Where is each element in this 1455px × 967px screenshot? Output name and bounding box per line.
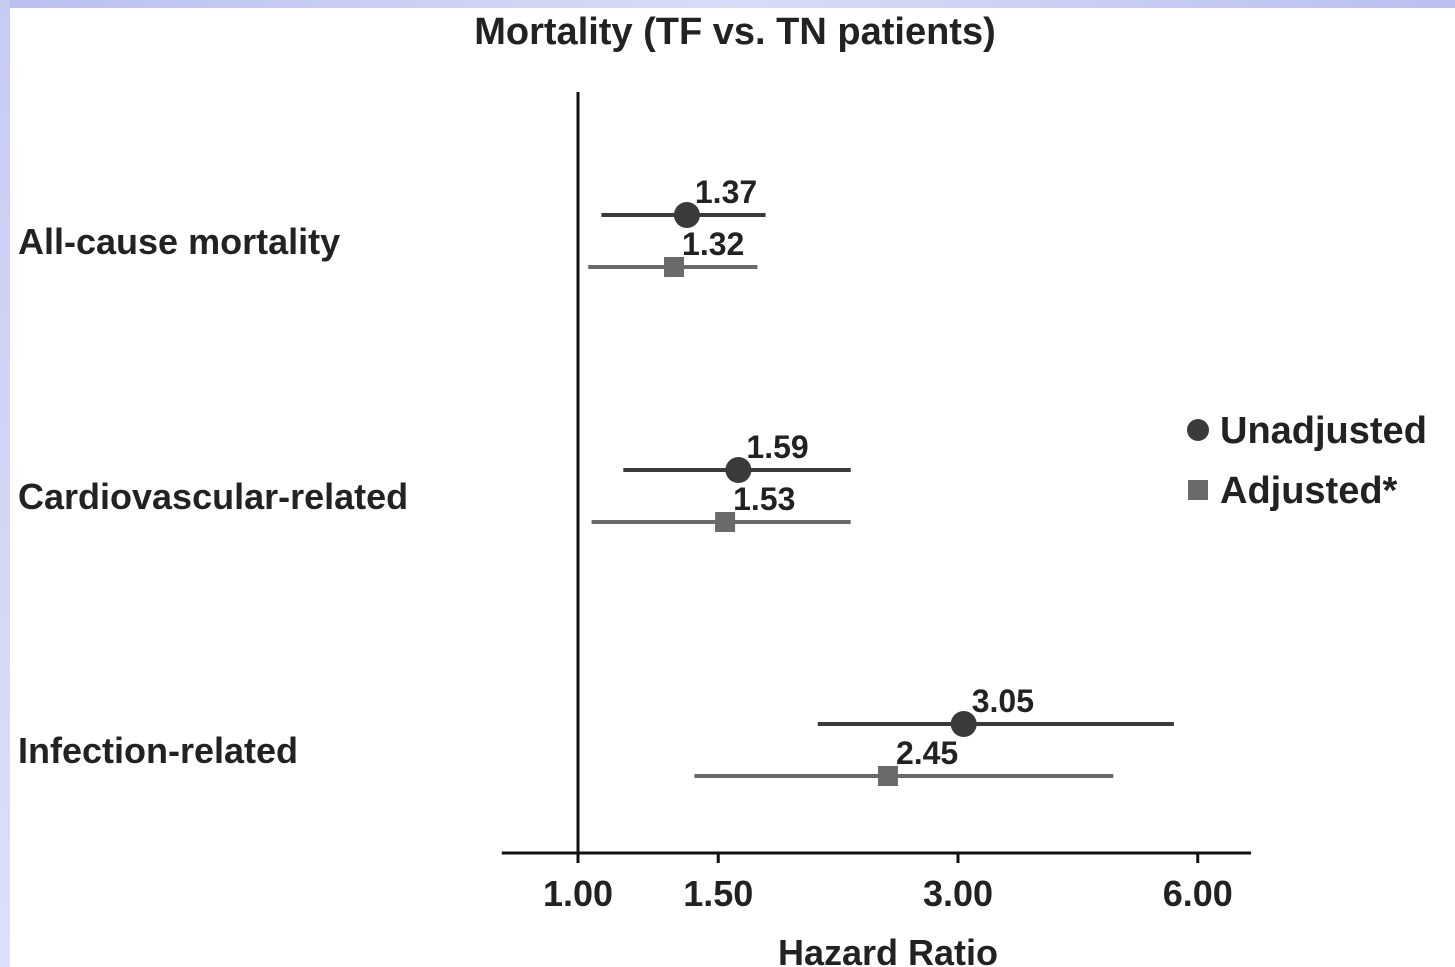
category-labels: All-cause mortality Cardiovascular-relate…: [18, 221, 408, 771]
plot-marks: 1.37 1.59 3.05 1.32 1.53 2.45: [588, 174, 1174, 786]
slide-background: [10, 8, 1455, 967]
hr-point-unadjusted: [950, 711, 977, 737]
hr-point-unadjusted: [673, 202, 700, 228]
legend: Unadjusted Adjusted*: [1187, 410, 1427, 512]
hr-value-label: 3.05: [972, 683, 1034, 719]
hr-value-label: 2.45: [896, 735, 958, 771]
legend-label: Adjusted*: [1220, 470, 1398, 512]
slide-left-band: [0, 0, 10, 967]
legend-marker-unadjusted: [1187, 419, 1209, 441]
x-tick-label: 1.50: [683, 873, 753, 914]
category-label: All-cause mortality: [18, 221, 340, 262]
category-label: Cardiovascular-related: [18, 476, 408, 517]
x-tick-label: 1.00: [543, 873, 613, 914]
hr-point-adjusted: [664, 257, 685, 277]
category-label: Infection-related: [18, 730, 298, 771]
hr-value-label: 1.53: [733, 481, 795, 517]
chart-title: Mortality (TF vs. TN patients): [474, 11, 995, 53]
x-tick-label: 3.00: [923, 873, 993, 914]
hr-point-adjusted: [877, 766, 898, 786]
hr-value-label: 1.37: [695, 174, 757, 210]
x-axis-label: Hazard Ratio: [778, 932, 998, 967]
hr-value-label: 1.32: [682, 226, 744, 262]
x-axis-ticks: 1.00 1.50 3.00 6.00: [543, 853, 1233, 914]
hr-point-adjusted: [715, 512, 736, 532]
slide-top-band: [0, 0, 1455, 8]
hr-point-unadjusted: [725, 457, 752, 483]
legend-marker-adjusted: [1188, 480, 1208, 500]
x-tick-label: 6.00: [1163, 873, 1233, 914]
hr-value-label: 1.59: [746, 429, 808, 465]
legend-label: Unadjusted: [1220, 410, 1427, 452]
